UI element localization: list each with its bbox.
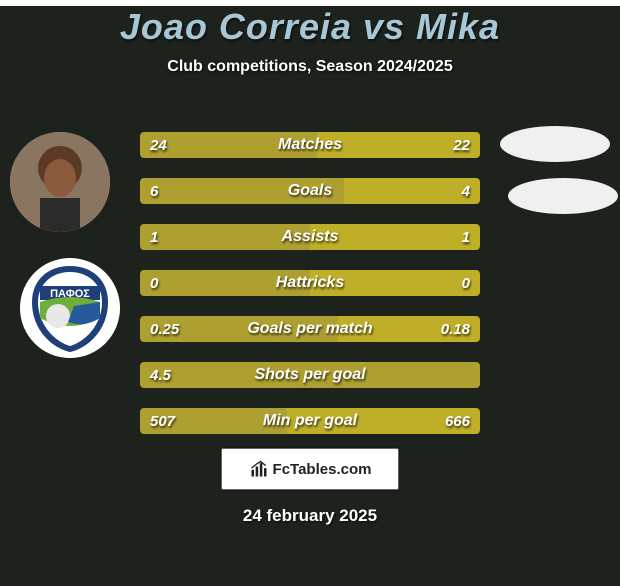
stat-row-assists: Assists11 bbox=[140, 224, 480, 250]
stat-bar-right bbox=[344, 178, 480, 204]
stat-bar-left bbox=[140, 132, 317, 158]
stat-row-min-per-goal: Min per goal507666 bbox=[140, 408, 480, 434]
stat-bar-right bbox=[317, 132, 480, 158]
stat-bars: Matches2422 Goals64 Assists11 Hattricks00 Go… bbox=[140, 132, 480, 454]
stat-bar-left bbox=[140, 316, 338, 342]
stat-bar-track bbox=[140, 408, 480, 434]
stat-bar-left bbox=[140, 224, 310, 250]
stat-row-goals: Goals64 bbox=[140, 178, 480, 204]
stat-bar-track bbox=[140, 270, 480, 296]
stat-bar-right bbox=[338, 316, 480, 342]
stat-bar-right bbox=[310, 224, 480, 250]
player2-club-oval bbox=[508, 178, 618, 214]
content-root: Joao Correia vs Mika Club competitions, … bbox=[0, 6, 620, 586]
stat-row-matches: Matches2422 bbox=[140, 132, 480, 158]
stat-bar-track bbox=[140, 316, 480, 342]
page-subtitle: Club competitions, Season 2024/2025 bbox=[0, 58, 620, 76]
player2-avatar: ΠΑΦΟΣ bbox=[20, 258, 120, 358]
stat-bar-right bbox=[287, 408, 480, 434]
stat-bar-track bbox=[140, 178, 480, 204]
stat-bar-left bbox=[140, 178, 344, 204]
player2-club-crest: ΠΑΦΟΣ bbox=[20, 258, 120, 358]
stat-bar-right bbox=[310, 270, 480, 296]
stat-row-goals-per-match: Goals per match0.250.18 bbox=[140, 316, 480, 342]
player1-avatar-placeholder bbox=[10, 132, 110, 232]
page-date: 24 february 2025 bbox=[0, 506, 620, 526]
stat-bar-left bbox=[140, 408, 287, 434]
page-title: Joao Correia vs Mika bbox=[0, 6, 620, 48]
player1-avatar bbox=[10, 132, 110, 232]
stat-bar-track bbox=[140, 132, 480, 158]
chart-icon bbox=[249, 459, 269, 479]
stat-bar-track bbox=[140, 224, 480, 250]
fctables-link[interactable]: FcTables.com bbox=[221, 448, 399, 490]
stat-bar-left bbox=[140, 362, 480, 388]
stat-row-hattricks: Hattricks00 bbox=[140, 270, 480, 296]
stat-bar-track bbox=[140, 362, 480, 388]
stat-row-shots-per-goal: Shots per goal4.5 bbox=[140, 362, 480, 388]
player1-club-oval bbox=[500, 126, 610, 162]
stat-bar-left bbox=[140, 270, 310, 296]
fctables-label: FcTables.com bbox=[273, 461, 372, 478]
